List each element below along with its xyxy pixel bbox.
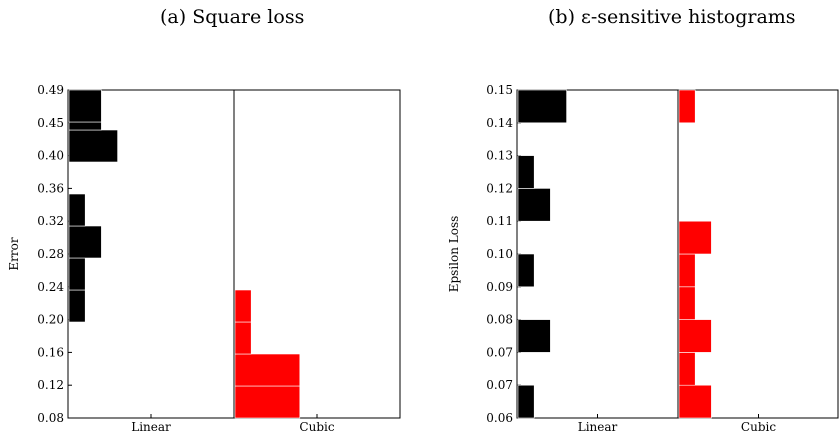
histogram-bar-cubic <box>678 89 696 124</box>
histogram-bar-linear <box>517 253 535 288</box>
histogram-bar-cubic <box>678 384 712 419</box>
x-tick-label: Linear <box>131 420 171 434</box>
histogram-bar-linear <box>517 384 535 419</box>
y-tick-label: 0.49 <box>37 83 64 97</box>
y-tick-label: 0.16 <box>37 345 64 359</box>
x-tick-label: Cubic <box>299 420 334 434</box>
histogram-bar-linear <box>68 193 86 227</box>
histogram-bar-cubic <box>678 253 696 288</box>
y-tick-label: 0.15 <box>486 83 513 97</box>
panel-a-caption: (a) Square loss <box>160 6 305 28</box>
y-tick-label: 0.06 <box>486 411 513 425</box>
y-tick-label: 0.36 <box>37 181 64 195</box>
y-tick-label: 0.09 <box>486 280 513 294</box>
y-axis-label: Error <box>7 237 21 270</box>
y-tick-label: 0.24 <box>37 280 64 294</box>
histogram-bar-cubic <box>234 385 301 419</box>
y-tick-label: 0.07 <box>486 345 513 359</box>
y-tick-label: 0.40 <box>37 149 64 163</box>
y-tick-label: 0.12 <box>37 378 64 392</box>
y-tick-label: 0.14 <box>486 116 513 130</box>
histogram-bar-linear <box>68 89 102 123</box>
histogram-bar-linear <box>68 129 118 163</box>
y-tick-label: 0.10 <box>486 247 513 261</box>
x-tick-label: Linear <box>578 420 618 434</box>
y-tick-label: 0.07 <box>486 378 513 392</box>
histogram-bar-cubic <box>678 319 712 353</box>
y-tick-label: 0.11 <box>486 214 513 228</box>
y-tick-label: 0.08 <box>37 411 64 425</box>
y-tick-label: 0.20 <box>37 313 64 327</box>
y-tick-label: 0.32 <box>37 214 64 228</box>
y-tick-label: 0.12 <box>486 181 513 195</box>
y-tick-label: 0.28 <box>37 247 64 261</box>
histogram-bar-cubic <box>234 353 301 387</box>
histogram-bar-linear <box>68 225 102 259</box>
histogram-bar-linear <box>68 121 102 131</box>
x-tick-label: Cubic <box>741 420 776 434</box>
histogram-bar-linear <box>68 257 86 291</box>
histogram-bar-linear <box>517 89 567 124</box>
histogram-bar-linear <box>517 155 535 189</box>
y-tick-label: 0.08 <box>486 313 513 327</box>
y-tick-label: 0.13 <box>486 149 513 163</box>
histogram-bar-linear <box>517 319 551 353</box>
panel-a-plot: 0.08 0.12 0.16 0.20 0.24 0.28 0.32 0.36 0.40 0.45… <box>7 83 401 434</box>
panel-b-plot: 0.06 0.07 0.07 0.08 0.09 0.10 0.11 0.12 0.13 0.14… <box>447 83 839 434</box>
y-tick-label: 0.45 <box>37 116 64 130</box>
histogram-bar-cubic <box>234 321 252 355</box>
histogram-bar-linear <box>517 188 551 222</box>
histogram-bar-cubic <box>678 286 696 320</box>
y-axis-label: Epsilon Loss <box>447 216 461 293</box>
histogram-bar-cubic <box>678 220 712 255</box>
histogram-bar-cubic <box>678 352 696 386</box>
histogram-bar-cubic <box>234 289 252 323</box>
panel-b-caption: (b) ε-sensitive histograms <box>548 6 796 28</box>
histogram-bar-linear <box>68 289 86 323</box>
